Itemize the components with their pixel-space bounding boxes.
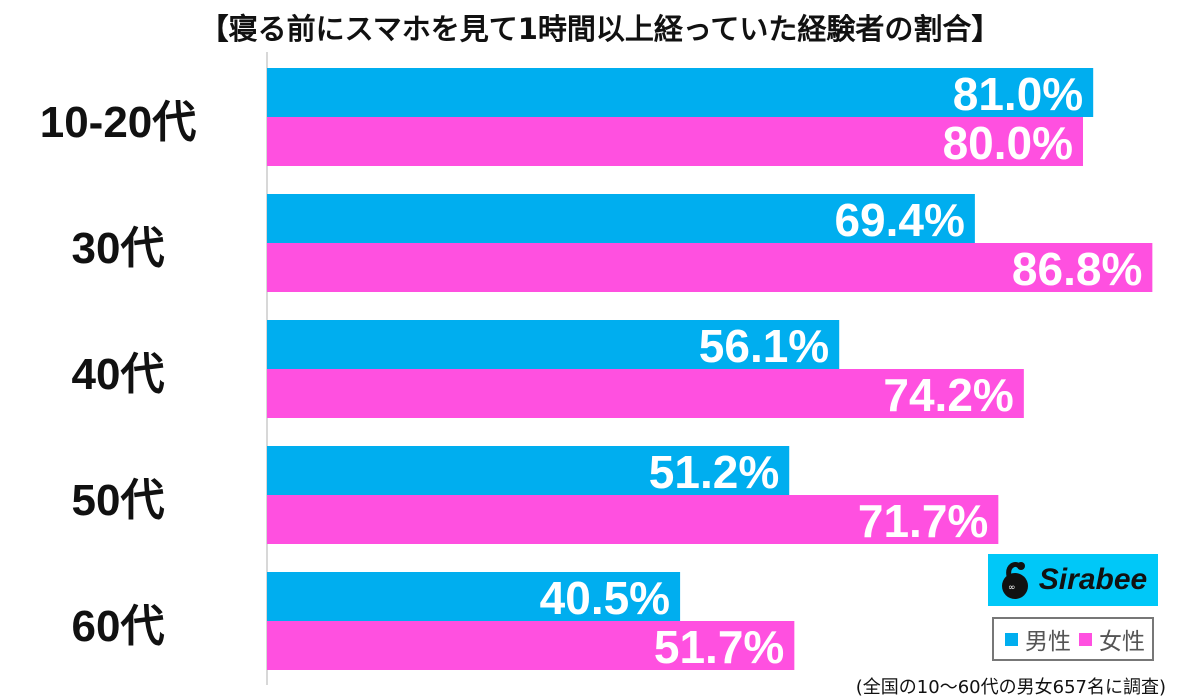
bar-male bbox=[267, 320, 840, 369]
data-label: 56.1% bbox=[699, 320, 829, 372]
bar-male bbox=[267, 572, 681, 621]
legend-swatch-female bbox=[1079, 632, 1092, 646]
bar-female bbox=[267, 243, 1153, 292]
category-label: 10-20代 bbox=[40, 98, 197, 147]
legend-label-female: 女性 bbox=[1099, 629, 1145, 655]
bar-male bbox=[267, 446, 790, 495]
survey-note: (全国の10〜60代の男女657名に調査) bbox=[855, 677, 1166, 698]
bar-female bbox=[267, 621, 795, 670]
bar-female bbox=[267, 369, 1024, 418]
data-label: 51.2% bbox=[649, 446, 779, 498]
legend-label-male: 男性 bbox=[1025, 629, 1071, 655]
legend: 男性 女性 bbox=[992, 617, 1154, 661]
bar-female bbox=[267, 495, 999, 544]
data-label: 74.2% bbox=[883, 369, 1013, 421]
bar-female bbox=[267, 117, 1083, 166]
logo-text: Sirabee bbox=[1038, 563, 1148, 596]
data-label: 40.5% bbox=[540, 572, 670, 624]
data-label: 69.4% bbox=[834, 194, 964, 246]
category-label: 50代 bbox=[72, 476, 165, 525]
legend-swatch-male bbox=[1005, 632, 1018, 646]
bar-male bbox=[267, 68, 1094, 117]
data-label: 86.8% bbox=[1012, 243, 1142, 295]
category-label: 40代 bbox=[72, 350, 165, 399]
bar-male bbox=[267, 194, 975, 243]
category-label: 30代 bbox=[72, 224, 165, 273]
logo-swan-icon: ∞ bbox=[1001, 561, 1028, 599]
chart-title: 【寝る前にスマホを見て1時間以上経っていた経験者の割合】 bbox=[199, 12, 1001, 46]
data-label: 51.7% bbox=[654, 621, 784, 673]
sirabee-logo: ∞ Sirabee bbox=[988, 554, 1158, 606]
category-label: 60代 bbox=[72, 602, 165, 651]
svg-text:∞: ∞ bbox=[1008, 583, 1016, 593]
data-label: 81.0% bbox=[953, 68, 1083, 120]
data-label: 71.7% bbox=[858, 495, 988, 547]
data-label: 80.0% bbox=[943, 117, 1073, 169]
